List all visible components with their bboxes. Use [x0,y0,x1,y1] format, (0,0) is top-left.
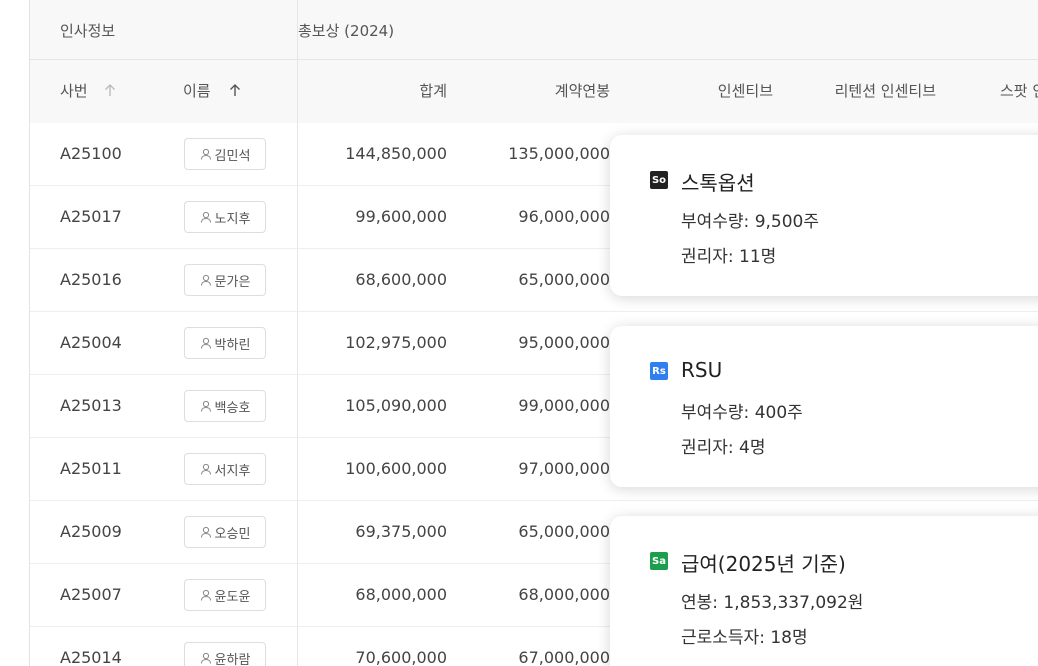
card-title: 급여(2025년 기준) [681,552,846,576]
total-comp: 144,850,000 [345,144,447,163]
row-divider [30,563,1038,564]
contract-salary: 68,000,000 [518,585,610,604]
employee-name: 오승민 [214,526,251,542]
column-header[interactable]: 리텐션 인센티브 [834,82,936,100]
contract-salary: 65,000,000 [518,270,610,289]
card-title: 스톡옵션 [681,171,755,195]
divider [30,59,1038,60]
column-header[interactable]: 이름 [183,82,211,100]
card-badge: Sa [650,552,668,570]
name-chip[interactable]: 김민석 [184,138,266,170]
group-header: 총보상 (2024) [298,22,395,40]
total-comp: 69,375,000 [355,522,447,541]
name-chip[interactable]: 오승민 [184,516,266,548]
card-title: RSU [681,358,723,382]
person-icon [200,526,211,538]
employee-name: 윤도윤 [214,589,251,605]
left-gutter [0,0,30,666]
person-icon [200,652,211,664]
employee-id: A25004 [60,333,122,352]
employee-name: 서지후 [214,463,251,479]
total-comp: 68,000,000 [355,585,447,604]
card-badge: So [650,171,668,189]
person-icon [200,337,211,349]
row-divider [30,248,1038,249]
employee-id: A25017 [60,207,122,226]
card-line: 부여수량: 400주 [681,403,803,423]
employee-id: A25007 [60,585,122,604]
employee-name: 백승호 [214,400,251,416]
column-header[interactable]: 인센티브 [717,82,773,100]
table-header [30,0,1038,123]
name-chip[interactable]: 노지후 [184,201,266,233]
employee-id: A25013 [60,396,122,415]
row-divider [30,374,1038,375]
row-divider [30,500,1038,501]
contract-salary: 97,000,000 [518,459,610,478]
column-header[interactable]: 스팟 인센티브 [1000,82,1038,100]
employee-name: 윤하람 [214,652,251,666]
row-divider [30,437,1038,438]
column-header[interactable]: 계약연봉 [554,82,610,100]
contract-salary: 135,000,000 [508,144,610,163]
total-comp: 99,600,000 [355,207,447,226]
row-divider [30,626,1038,627]
card-line: 연봉: 1,853,337,092원 [681,593,864,613]
sort-arrow [230,84,240,96]
name-chip[interactable]: 윤도윤 [184,579,266,611]
sort-arrow [105,84,115,96]
employee-name: 박하린 [214,337,251,353]
summary-card[interactable] [610,135,1038,296]
person-icon [200,148,211,160]
person-icon [200,463,211,475]
card-badge: Rs [650,362,668,380]
summary-card[interactable] [610,326,1038,487]
card-line: 부여수량: 9,500주 [681,212,819,232]
sort-icon[interactable] [228,82,242,96]
card-line: 근로소득자: 18명 [681,628,808,648]
contract-salary: 99,000,000 [518,396,610,415]
employee-name: 김민석 [214,148,251,164]
name-chip[interactable]: 박하린 [184,327,266,359]
column-header[interactable]: 합계 [419,82,447,100]
contract-salary: 95,000,000 [518,333,610,352]
contract-salary: 65,000,000 [518,522,610,541]
employee-id: A25011 [60,459,122,478]
group-header: 인사정보 [60,22,116,40]
name-chip[interactable]: 문가은 [184,264,266,296]
contract-salary: 67,000,000 [518,648,610,666]
employee-name: 문가은 [214,274,251,290]
divider [297,0,298,666]
employee-id: A25100 [60,144,122,163]
total-comp: 105,090,000 [345,396,447,415]
column-header[interactable]: 사번 [60,82,88,100]
name-chip[interactable]: 백승호 [184,390,266,422]
person-icon [200,211,211,223]
person-icon [200,589,211,601]
sort-icon[interactable] [103,82,117,96]
summary-card[interactable] [610,516,1038,666]
contract-salary: 96,000,000 [518,207,610,226]
total-comp: 102,975,000 [345,333,447,352]
employee-id: A25009 [60,522,122,541]
employee-name: 노지후 [214,211,251,227]
total-comp: 100,600,000 [345,459,447,478]
person-icon [200,400,211,412]
total-comp: 68,600,000 [355,270,447,289]
name-chip[interactable]: 윤하람 [184,642,266,666]
employee-id: A25014 [60,648,122,666]
card-line: 권리자: 11명 [681,247,777,267]
employee-id: A25016 [60,270,122,289]
row-divider [30,311,1038,312]
card-line: 권리자: 4명 [681,438,766,458]
total-comp: 70,600,000 [355,648,447,666]
row-divider [30,185,1038,186]
name-chip[interactable]: 서지후 [184,453,266,485]
person-icon [200,274,211,286]
